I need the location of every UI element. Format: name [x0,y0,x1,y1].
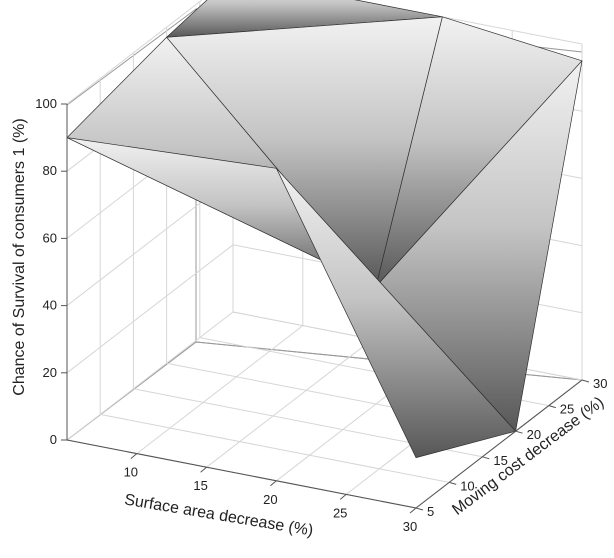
y-tick-label: 30 [593,376,607,391]
x-axis-line [66,439,417,509]
gridline-z [66,244,234,374]
y-tick-mark [581,379,590,383]
gridline-x [206,338,373,468]
z-tick-label: 100 [35,96,57,111]
x-tick-label: 25 [333,505,347,520]
y-tick-mark [548,405,556,409]
y-tick-mark [415,507,424,511]
axis-ticks: 0 20 40 60 80 100 10 15 20 25 30 5 10 15 20 25 30 [35,96,607,534]
x-tick-label: 10 [124,465,138,480]
y-tick-label: 5 [427,504,434,519]
x-tick-mark [409,507,417,514]
y-tick-mark [449,481,457,485]
x-tick-label: 20 [263,492,277,507]
y-tick-label: 15 [493,453,507,468]
y-axis-line [415,379,583,509]
x-tick-mark [270,480,277,487]
surface-plot [66,0,583,458]
z-tick-label: 0 [50,432,57,447]
surface-facet [276,167,516,458]
gridline-y [100,413,450,483]
x-tick-mark [339,494,347,500]
gridline-x [136,325,304,454]
z-tick-label: 80 [43,163,57,178]
gridline-z [66,311,234,441]
y-tick-label: 25 [560,402,574,417]
x-tick-mark [200,466,207,473]
z-tick-label: 20 [43,365,57,380]
x-tick-label: 30 [403,519,417,534]
gridline-z [66,0,203,105]
z-tick-label: 60 [43,230,57,245]
z-axis-label: Chance of Survival of consumers 1 (%) [11,118,28,395]
x-axis-label: Surface area decrease (%) [123,491,314,539]
y-tick-label: 20 [527,427,541,442]
y-tick-mark [515,430,523,434]
y-tick-mark [482,456,490,460]
x-tick-label: 15 [193,478,207,493]
x-tick-mark [130,453,138,459]
y-tick-label: 10 [460,478,474,493]
z-tick-label: 40 [43,298,57,313]
